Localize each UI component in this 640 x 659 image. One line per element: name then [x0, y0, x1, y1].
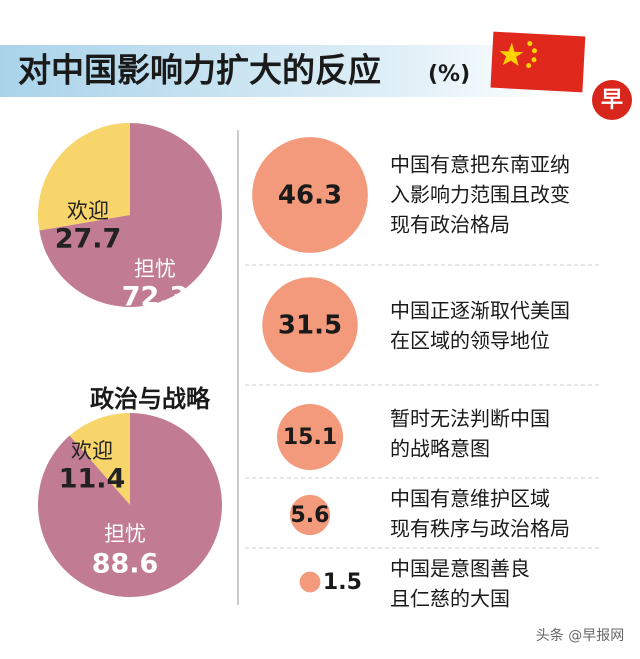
watermark: 头条 @早报网: [536, 627, 624, 644]
bubble-category: 且仁慈的大国: [390, 587, 510, 611]
slice-value: 27.7: [55, 224, 122, 255]
title-band: [0, 45, 560, 97]
bubble-category: 中国有意维护区域: [390, 487, 550, 511]
bubble-category: 入影响力范围且改变: [390, 183, 570, 207]
pie-slice: [69, 413, 130, 505]
logo-badge: [592, 80, 632, 120]
bubble-category: 在区域的领导地位: [390, 329, 550, 353]
pie-slice: [38, 123, 130, 231]
logo: 早: [601, 88, 623, 113]
bubble-value: 31.5: [278, 311, 342, 341]
bubble: [299, 571, 321, 593]
bubble-category: 现有秩序与政治格局: [390, 517, 570, 541]
bubble: [262, 277, 358, 373]
slice-value: 72.3: [122, 282, 189, 313]
bubble-category: 现有政治格局: [390, 213, 510, 237]
slice-category: 欢迎: [71, 439, 113, 463]
bubble: [276, 403, 344, 471]
bubble-category: 暂时无法判断中国: [390, 407, 550, 431]
slice-category: 担忧: [104, 522, 146, 546]
bubble: [252, 137, 368, 253]
slice-category: 欢迎: [67, 199, 109, 223]
chart-title: 政治与战略: [90, 385, 211, 413]
pie-slice: [39, 123, 223, 307]
slice-category: 担忧: [134, 257, 176, 281]
bubble-category: 中国是意图善良: [390, 557, 530, 581]
bubble-category: 的战略意图: [390, 437, 490, 461]
bubble-value: 46.3: [278, 181, 342, 211]
slice-value: 11.4: [59, 464, 126, 495]
slice-value: 88.6: [92, 549, 159, 580]
bubble-value: 1.5: [323, 570, 362, 595]
bubble-value: 5.6: [291, 503, 330, 528]
title: 对中国影响力扩大的反应: [18, 51, 381, 90]
bubble-category: 中国有意把东南亚纳: [390, 153, 570, 177]
bubble: [289, 494, 331, 536]
bubble-category: 中国正逐渐取代美国: [390, 299, 570, 323]
flag: [490, 31, 586, 93]
pie-slice: [38, 413, 223, 598]
unit: (%): [428, 62, 470, 87]
bubble-value: 15.1: [283, 425, 337, 450]
